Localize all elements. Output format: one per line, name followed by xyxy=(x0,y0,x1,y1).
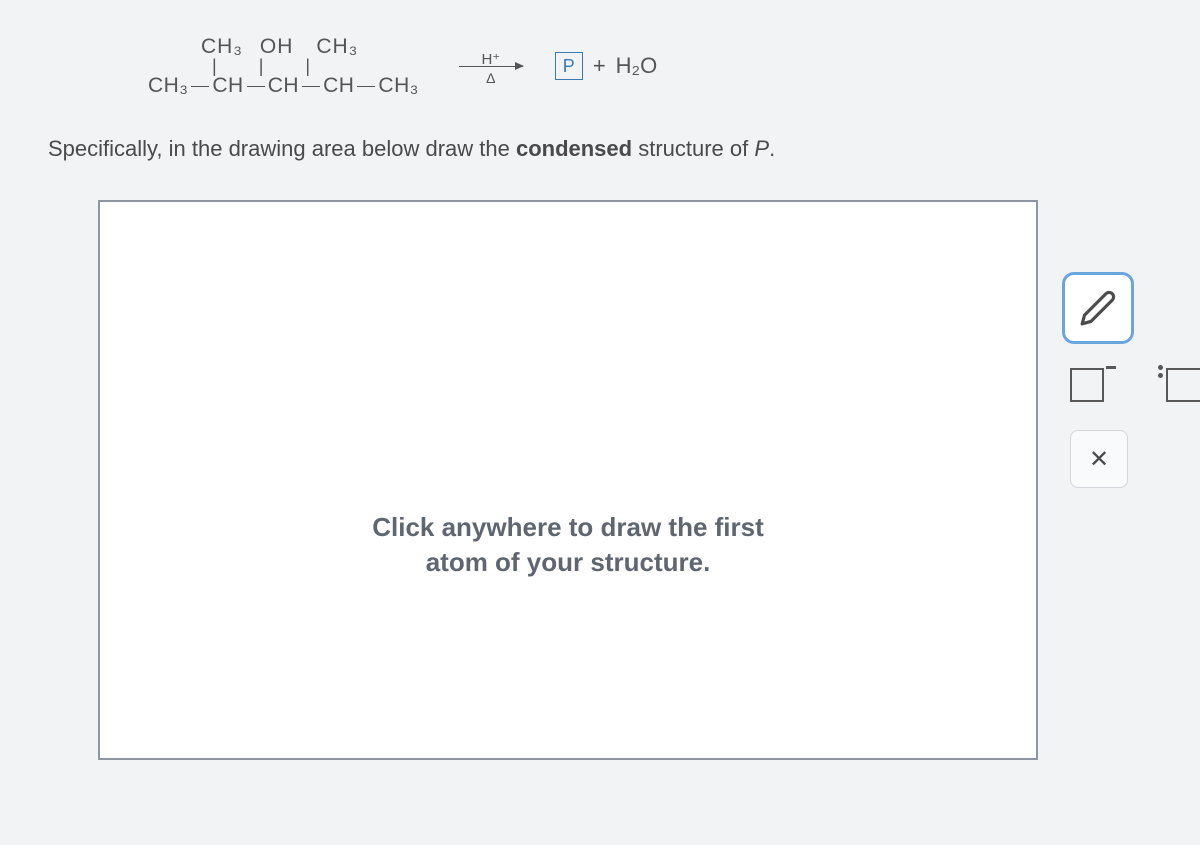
pencil-icon xyxy=(1079,289,1117,327)
clear-button[interactable]: ✕ xyxy=(1070,430,1128,488)
substituent-oh: OH xyxy=(260,36,294,57)
plus-sign: + xyxy=(593,53,606,79)
substituent-ch3-1: CH₃ xyxy=(201,36,243,57)
arrow-line-icon xyxy=(459,66,523,67)
reaction-arrow: H⁺ Δ xyxy=(459,66,523,67)
charge-tool-button[interactable] xyxy=(1070,368,1116,402)
dot-icon xyxy=(1158,373,1163,378)
product-p-box: P xyxy=(555,52,583,80)
bond-vertical: | xyxy=(305,59,310,73)
products: P + H₂O xyxy=(555,52,657,80)
square-icon xyxy=(1070,368,1104,402)
reaction-equation: CH₃ OH CH₃ | | | CH₃CHCHCHCH₃ H⁺ Δ P + H… xyxy=(148,36,1152,96)
byproduct-water: H₂O xyxy=(616,53,658,79)
pencil-tool-button[interactable] xyxy=(1062,272,1134,344)
minus-icon xyxy=(1106,366,1116,369)
main-chain: CH₃CHCHCHCH₃ xyxy=(148,75,419,96)
lone-pair-tool-button[interactable] xyxy=(1158,368,1200,402)
bond-vertical: | xyxy=(212,59,217,73)
reactant-structure: CH₃ OH CH₃ | | | CH₃CHCHCHCH₃ xyxy=(148,36,419,96)
substituent-ch3-2: CH₃ xyxy=(316,36,358,57)
canvas-prompt: Click anywhere to draw the first atom of… xyxy=(372,510,764,580)
instruction-text: Specifically, in the drawing area below … xyxy=(48,136,1152,162)
close-icon: ✕ xyxy=(1089,445,1109,474)
dot-icon xyxy=(1158,365,1163,370)
arrow-bottom-label: Δ xyxy=(486,70,495,86)
tool-panel: ✕ xyxy=(1050,272,1200,488)
drawing-canvas[interactable]: Click anywhere to draw the first atom of… xyxy=(98,200,1038,760)
square-icon xyxy=(1166,368,1200,402)
bond-vertical: | xyxy=(259,59,264,73)
